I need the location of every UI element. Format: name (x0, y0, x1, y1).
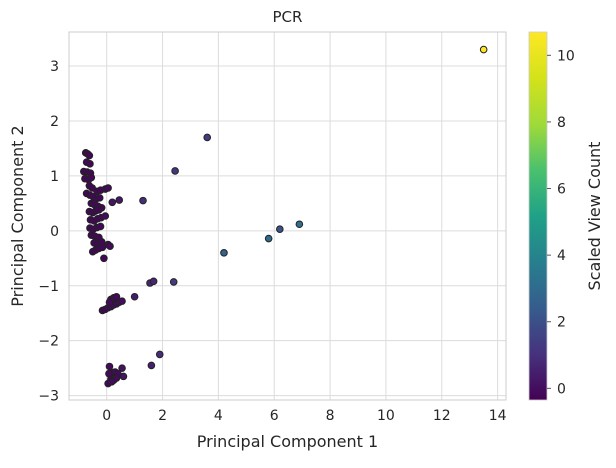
data-point (100, 254, 108, 263)
data-point (85, 151, 94, 160)
data-point (171, 167, 179, 175)
data-point (149, 277, 158, 286)
data-point (105, 369, 113, 378)
data-point (147, 361, 156, 370)
data-point (95, 206, 103, 214)
y-tick-label: 3 (50, 59, 59, 75)
x-tick-label: 2 (158, 408, 167, 424)
data-point (96, 222, 105, 231)
colorbar-tick-label: 6 (557, 182, 566, 198)
x-tick-label: 14 (489, 408, 507, 424)
data-point (276, 225, 284, 233)
plot-frame (68, 31, 507, 401)
y-tick-label: 0 (50, 224, 59, 240)
y-tick-label: −3 (38, 389, 59, 405)
x-tick-label: 8 (326, 408, 335, 424)
y-axis-label: Principal Component 2 (8, 125, 27, 306)
data-point (98, 243, 107, 252)
chart-title: PCR (273, 8, 303, 26)
y-tick-label: −2 (38, 334, 59, 350)
data-point (115, 196, 124, 204)
data-point (95, 194, 104, 202)
colorbar-tick-labels: 0 2 4 6 8 10 (547, 48, 575, 397)
data-point (101, 212, 110, 220)
y-tick-label: 1 (50, 169, 59, 185)
data-point (112, 292, 121, 301)
x-tick-label: 4 (214, 408, 223, 424)
data-points (79, 45, 488, 388)
data-point (107, 378, 116, 386)
data-point (108, 198, 117, 207)
colorbar-tick-label: 8 (557, 115, 566, 131)
data-point (169, 278, 178, 286)
colorbar (528, 31, 548, 401)
data-point (155, 350, 164, 359)
x-tick-label: 6 (270, 408, 279, 424)
colorbar-tick-label: 2 (557, 315, 566, 331)
data-point (203, 133, 212, 142)
data-point (118, 364, 126, 372)
y-tick-labels: −3 −2 −1 0 1 2 3 (38, 59, 59, 405)
y-tick-label: 2 (50, 114, 59, 130)
data-point (220, 249, 228, 257)
data-point (105, 362, 114, 371)
data-point (139, 196, 147, 205)
data-point (106, 242, 114, 251)
colorbar-label: Scaled View Count (585, 142, 604, 291)
x-tick-label: 10 (377, 408, 395, 424)
data-point (295, 220, 304, 229)
data-point (479, 45, 488, 54)
x-tick-labels: 0 2 4 6 8 10 12 14 (102, 408, 506, 424)
colorbar-tick-label: 0 (557, 381, 566, 397)
x-tick-label: 12 (433, 408, 451, 424)
data-point (264, 234, 273, 243)
data-point (105, 298, 114, 307)
x-axis-label: Principal Component 1 (197, 432, 378, 451)
data-point (87, 173, 96, 182)
data-point (130, 292, 139, 301)
y-tick-label: −1 (38, 279, 59, 295)
x-tick-label: 0 (102, 408, 111, 424)
data-point (104, 184, 112, 192)
colorbar-tick-label: 4 (557, 248, 566, 264)
colorbar-tick-label: 10 (557, 48, 575, 64)
data-point (118, 297, 126, 305)
data-point (86, 160, 94, 168)
grid (69, 32, 506, 400)
